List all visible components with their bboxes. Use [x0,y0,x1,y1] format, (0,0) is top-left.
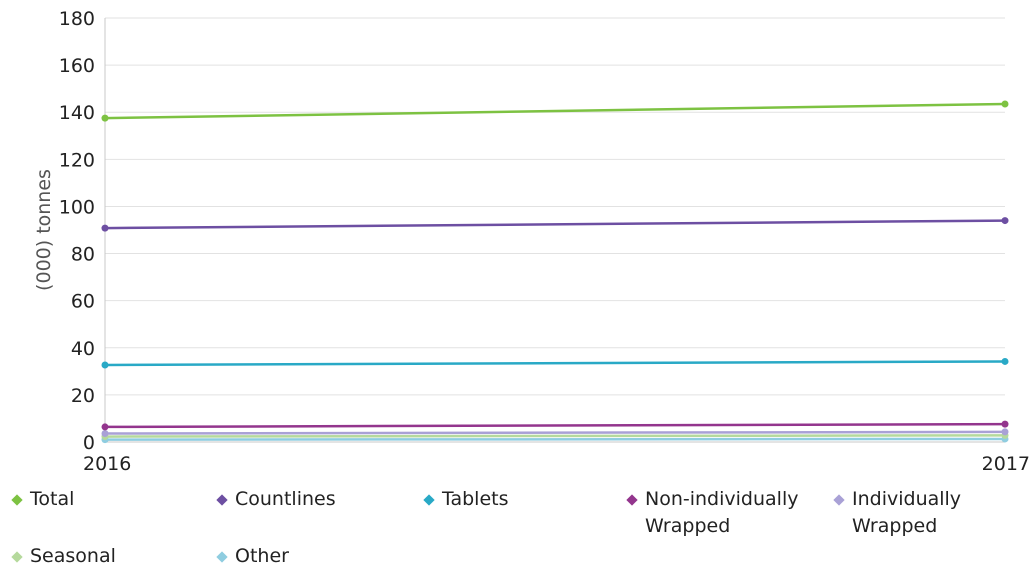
legend-marker-icon [11,551,23,563]
legend-item: Tablets [420,486,600,513]
data-point [1001,217,1009,225]
legend-item: Individually Wrapped [830,486,1025,540]
data-point [1001,100,1009,108]
legend-label: Individually Wrapped [852,488,962,537]
series-line [104,437,1006,441]
y-axis-ticks: 0 20 40 60 80 100 120 140 160 180 [59,8,95,454]
series-line [104,434,1006,438]
legend-item: Total [8,486,188,513]
y-tick-label: 120 [59,149,95,171]
legend-marker-icon [11,494,23,506]
series-countlines [101,217,1009,232]
legend-marker-icon [833,494,845,506]
y-tick-label: 140 [59,102,95,124]
series-total [101,100,1009,122]
series-line [104,102,1006,120]
legend-item: Countlines [213,486,393,513]
series-non-individually-wrapped [101,420,1009,431]
series-tablets [101,357,1009,369]
legend-marker-icon [423,494,435,506]
series-line [104,430,1006,435]
data-point [1001,357,1009,365]
series-individually-wrapped [101,428,1009,438]
legend-item: Seasonal [8,543,188,570]
y-tick-label: 100 [59,196,95,218]
y-tick-label: 60 [71,291,95,313]
y-axis-title: (000) tonnes [33,169,55,291]
series-line [104,219,1006,230]
y-tick-label: 0 [83,432,95,454]
legend-label: Seasonal [30,545,116,567]
legend-label: Total [30,488,75,510]
data-point [101,423,109,431]
x-tick-label: 2017 [982,453,1030,475]
y-tick-label: 40 [71,338,95,360]
gridlines [105,17,1005,396]
data-point [101,430,109,438]
legend-item: Non-individually Wrapped [623,486,818,540]
legend-label: Tablets [442,488,509,510]
legend-marker-icon [626,494,638,506]
axes [104,18,1005,443]
legend: Total Countlines Tablets Non-individually W… [0,486,1032,569]
legend-marker-icon [216,494,228,506]
legend-label: Non-individually Wrapped [645,488,799,537]
series-lines [101,100,1009,444]
data-point [1001,420,1009,428]
x-tick-label: 2016 [83,453,131,475]
legend-label: Countlines [235,488,336,510]
line-chart: 0 20 40 60 80 100 120 140 160 180 2016 2017 (000) … [33,8,1030,475]
y-tick-label: 180 [59,8,95,30]
series-line [104,422,1006,429]
data-point [101,224,109,232]
y-tick-label: 160 [59,55,95,77]
y-tick-label: 20 [71,385,95,407]
legend-marker-icon [216,551,228,563]
legend-label: Other [235,545,289,567]
legend-item: Other [213,543,393,570]
x-axis-ticks: 2016 2017 [83,453,1030,475]
series-line [104,360,1006,367]
data-point [101,361,109,369]
data-point [101,114,109,122]
y-tick-label: 80 [71,244,95,266]
data-point [1001,428,1009,436]
